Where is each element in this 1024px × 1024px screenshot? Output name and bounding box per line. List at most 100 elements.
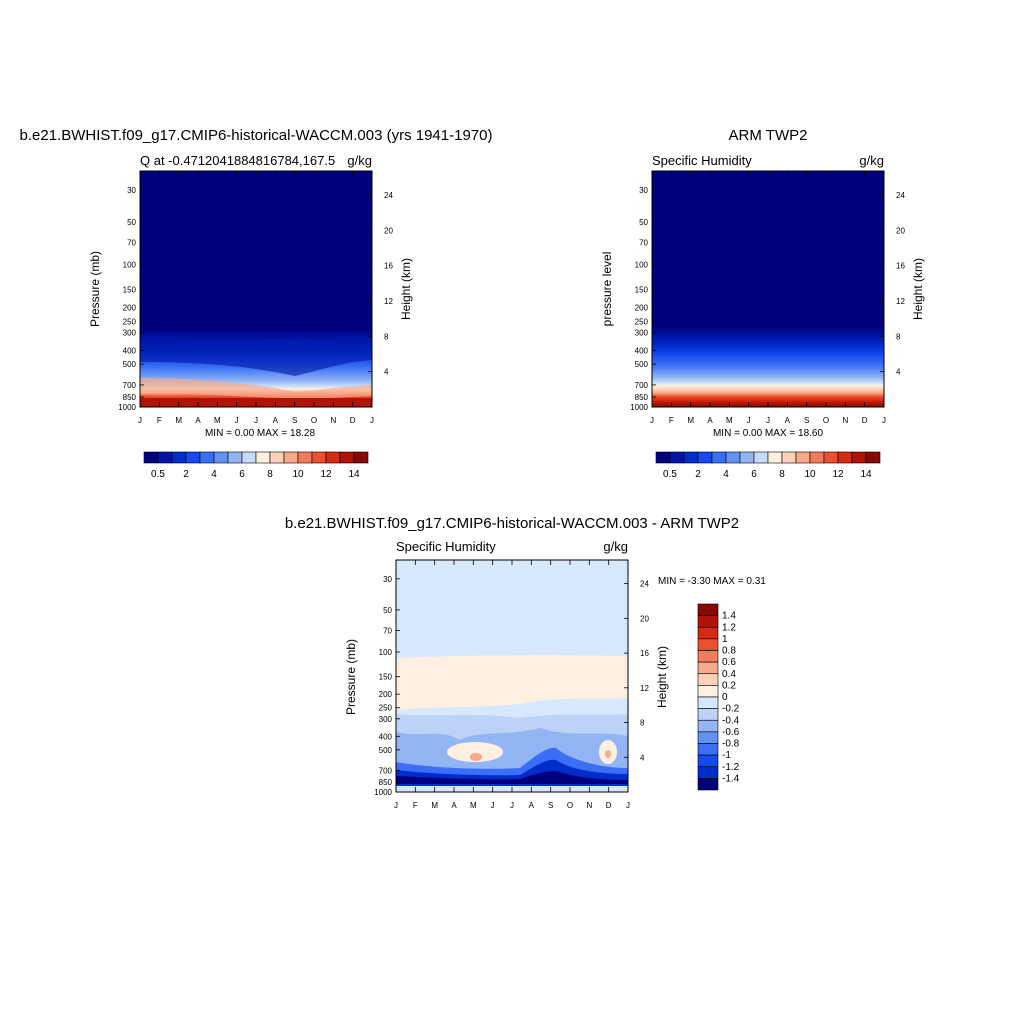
colorbar-swatch	[865, 451, 881, 464]
x-tick-label: D	[350, 416, 356, 425]
colorbar-label: 0.5	[663, 469, 677, 480]
x-tick-label: J	[626, 801, 630, 810]
colorbar-label: 10	[292, 469, 304, 480]
y-right-tick-label: 16	[896, 262, 905, 271]
colorbar-swatch	[739, 451, 755, 464]
y-right-tick-label: 20	[896, 226, 905, 235]
colorbar-swatch	[697, 638, 719, 651]
x-tick-label: M	[175, 416, 182, 425]
y-tick-label: 850	[635, 393, 649, 402]
y-tick-label: 500	[123, 360, 137, 369]
colorbar-swatch	[311, 451, 327, 464]
panel-obs-ylabel-right: Height (km)	[911, 258, 925, 320]
x-tick-label: A	[451, 801, 457, 810]
colorbar-label: 8	[267, 469, 273, 480]
panel-model-field	[140, 171, 372, 407]
y-tick-label: 200	[379, 690, 393, 699]
y-tick-label: 70	[127, 239, 136, 248]
y-right-tick-label: 12	[384, 297, 393, 306]
colorbar-swatch	[697, 673, 719, 686]
y-tick-label: 200	[123, 303, 137, 312]
y-tick-label: 30	[127, 186, 136, 195]
x-tick-label: S	[548, 801, 553, 810]
colorbar-label: 0.5	[151, 469, 165, 480]
x-tick-label: F	[413, 801, 418, 810]
colorbar-label: 0.2	[722, 680, 736, 691]
y-tick-label: 30	[383, 575, 392, 584]
colorbar-label: 0	[722, 692, 728, 703]
colorbar-swatch	[697, 626, 719, 640]
y-tick-label: 850	[379, 778, 393, 787]
x-tick-label: M	[687, 416, 694, 425]
colorbar-label: 12	[320, 469, 332, 480]
colorbar-swatch	[353, 451, 369, 464]
y-tick-label: 400	[123, 346, 137, 355]
x-tick-label: F	[157, 416, 162, 425]
x-tick-label: J	[491, 801, 495, 810]
panel-diff-colorbar: 1.41.210.80.60.40.20-0.2-0.4-0.6-0.8-1-1…	[697, 603, 740, 791]
x-tick-label: J	[882, 416, 886, 425]
colorbar-label: 2	[183, 469, 189, 480]
y-tick-label: 100	[379, 648, 393, 657]
colorbar-label: 6	[751, 469, 757, 480]
panel-obs-title: ARM TWP2	[729, 127, 808, 144]
y-tick-label: 100	[635, 261, 649, 270]
x-tick-label: A	[195, 416, 201, 425]
x-tick-label: A	[273, 416, 279, 425]
panel-obs-field	[652, 171, 884, 407]
panel-model-ylabel: Pressure (mb)	[88, 251, 102, 327]
panel-diff-contour	[470, 753, 482, 761]
y-tick-label: 150	[123, 286, 137, 295]
panel-model-ylabel-right: Height (km)	[399, 258, 413, 320]
panel-diff-subtitle-right: g/kg	[603, 539, 628, 554]
y-tick-label: 50	[383, 606, 392, 615]
y-tick-label: 500	[635, 360, 649, 369]
colorbar-swatch	[199, 451, 215, 464]
x-tick-label: J	[138, 416, 142, 425]
colorbar-swatch	[697, 451, 713, 464]
colorbar-label: 1.4	[722, 611, 736, 622]
x-tick-label: N	[586, 801, 592, 810]
colorbar-label: 0.4	[722, 669, 736, 680]
colorbar-swatch	[269, 451, 285, 464]
panel-obs-subtitle-right: g/kg	[859, 153, 884, 168]
panel-model: b.e21.BWHIST.f09_g17.CMIP6-historical-WA…	[20, 127, 493, 480]
x-tick-label: M	[214, 416, 221, 425]
panel-model-minmax: MIN = 0.00 MAX = 18.28	[205, 428, 315, 439]
y-right-tick-label: 24	[896, 191, 905, 200]
y-tick-label: 250	[123, 317, 137, 326]
panel-model-subtitle-left: Q at -0.4712041884816784,167.5	[140, 153, 335, 168]
y-tick-label: 850	[123, 393, 137, 402]
colorbar-label: 0.8	[722, 646, 736, 657]
colorbar-swatch	[213, 451, 229, 464]
colorbar-swatch	[255, 451, 271, 464]
y-tick-label: 250	[379, 704, 393, 713]
panel-diff-contour	[396, 771, 628, 784]
colorbar-swatch	[697, 731, 719, 744]
y-tick-label: 400	[379, 732, 393, 741]
colorbar-label: 12	[832, 469, 844, 480]
panel-diff-minmax: MIN = -3.30 MAX = 0.31	[658, 576, 766, 587]
colorbar-swatch	[157, 451, 173, 464]
x-tick-label: J	[254, 416, 258, 425]
colorbar-label: -0.4	[722, 715, 740, 726]
y-tick-label: 700	[635, 381, 649, 390]
y-right-tick-label: 20	[384, 226, 393, 235]
colorbar-swatch	[683, 451, 699, 464]
panel-model-contour	[140, 334, 372, 376]
y-tick-label: 30	[639, 186, 648, 195]
panel-diff: b.e21.BWHIST.f09_g17.CMIP6-historical-WA…	[285, 515, 766, 810]
y-tick-label: 1000	[374, 788, 392, 797]
y-tick-label: 400	[635, 346, 649, 355]
x-tick-label: A	[529, 801, 535, 810]
x-tick-label: N	[330, 416, 336, 425]
x-tick-label: O	[823, 416, 829, 425]
colorbar-label: -1.4	[722, 773, 740, 784]
x-tick-label: M	[726, 416, 733, 425]
colorbar-swatch	[697, 766, 719, 779]
colorbar-label: -0.6	[722, 727, 740, 738]
panel-model-contour	[140, 378, 372, 399]
colorbar-swatch	[711, 451, 727, 464]
y-right-tick-label: 8	[896, 332, 901, 341]
